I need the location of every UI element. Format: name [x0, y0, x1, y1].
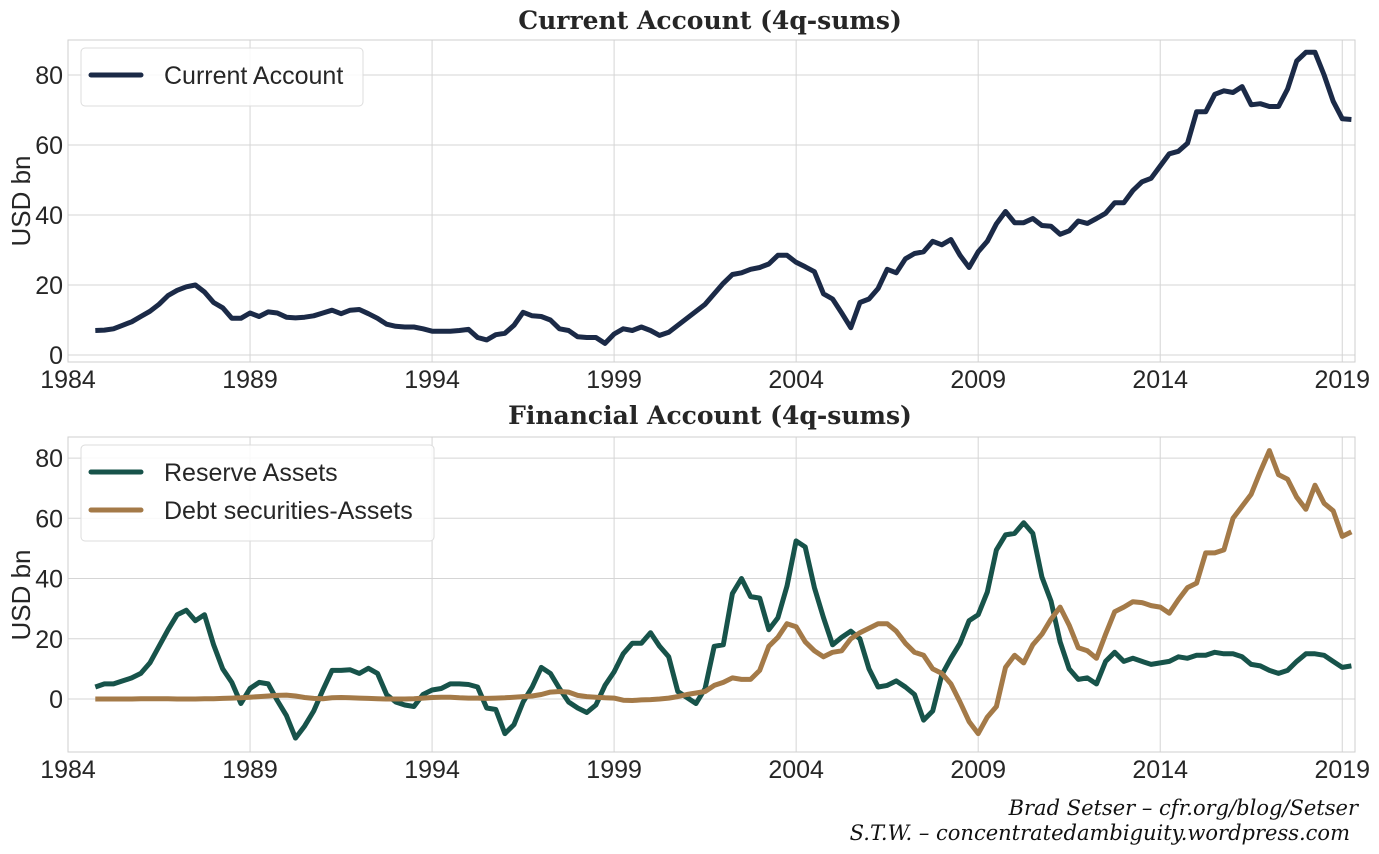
gridlines: [67, 40, 1355, 362]
x-tick-label: 1994: [404, 756, 460, 784]
x-tick-label: 2009: [950, 366, 1006, 394]
financial-account-panel: Financial Account (4q-sums) USD bn 1984 1…: [6, 401, 1370, 784]
x-tick-label: 2014: [1132, 756, 1188, 784]
legend-label: Debt securities-Assets: [164, 497, 413, 525]
x-tick-label: 1984: [40, 366, 96, 394]
y-tick-label: 80: [35, 62, 63, 90]
series-line-reserve-assets: [94, 520, 1352, 741]
x-tick-label: 2019: [1314, 366, 1370, 394]
credit-line-2: S.T.W. – concentratedambiguity.wordpress…: [850, 821, 1350, 845]
legend: Reserve Assets Debt securities-Assets: [80, 444, 435, 542]
y-tick-label: 80: [35, 445, 63, 473]
y-tick-label: 20: [35, 272, 63, 300]
x-tick-label: 2009: [950, 756, 1006, 784]
y-tick-label: 60: [35, 132, 63, 160]
y-tick-label: 40: [35, 566, 63, 594]
y-tick-label: 20: [35, 626, 63, 654]
x-tick-label: 1999: [586, 756, 642, 784]
y-tick-label: 40: [35, 202, 63, 230]
legend-frame: [80, 47, 364, 107]
x-tick-label: 1989: [222, 366, 278, 394]
x-tick-label: 1994: [404, 366, 460, 394]
x-tick-label: 2004: [768, 756, 824, 784]
credit-line-1: Brad Setser – cfr.org/blog/Setser: [1008, 796, 1360, 820]
y-tick-label: 0: [49, 686, 63, 714]
x-tick-label: 1984: [40, 756, 96, 784]
legend: Current Account: [80, 47, 364, 107]
legend-label: Current Account: [164, 62, 343, 90]
x-tick-label: 1999: [586, 366, 642, 394]
x-tick-label: 2014: [1132, 366, 1188, 394]
x-tick-label: 2019: [1314, 756, 1370, 784]
y-tick-label: 0: [49, 342, 63, 370]
legend-frame: [80, 444, 435, 542]
chart-title: Financial Account (4q-sums): [508, 401, 912, 430]
chart-title: Current Account (4q-sums): [518, 6, 902, 35]
y-axis-label: USD bn: [6, 549, 36, 640]
series-line-debt-securities-assets: [95, 448, 1353, 737]
plot-frame: [67, 39, 1356, 363]
x-tick-label: 1989: [222, 756, 278, 784]
series-line-current-account: [95, 49, 1352, 346]
plot-frame: [67, 436, 1356, 753]
legend-label: Reserve Assets: [164, 459, 338, 487]
x-tick-label: 2004: [768, 366, 824, 394]
current-account-panel: Current Account (4q-sums) USD bn 1984 198…: [6, 6, 1370, 394]
y-axis-label: USD bn: [6, 155, 36, 246]
y-tick-label: 60: [35, 505, 63, 533]
